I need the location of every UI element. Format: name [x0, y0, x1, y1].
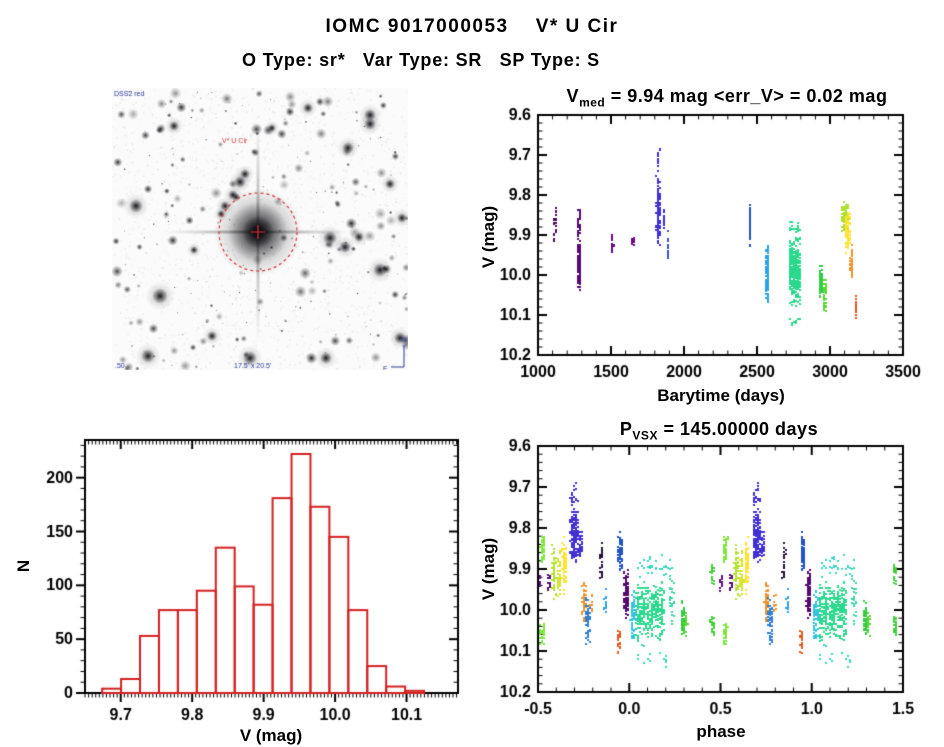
- histogram-y-axis-label: N: [14, 559, 33, 573]
- lightcurve-x-axis-label: Barytime (days): [657, 386, 785, 405]
- phase-curve-plot-canvas: [460, 418, 944, 747]
- lightcurve-plot-canvas: [460, 84, 944, 420]
- phase-curve-y-axis-label: V (mag): [479, 537, 498, 601]
- page-title: IOMC 9017000053 V* U Cir: [325, 16, 619, 37]
- phase-curve-x-axis-label: phase: [696, 722, 746, 741]
- page-subtitle: O Type: sr* Var Type: SR SP Type: S: [242, 50, 600, 70]
- lightcurve-y-axis-label: V (mag): [479, 205, 498, 269]
- magnitude-histogram-canvas: [20, 425, 480, 747]
- finding-chart-starfield-image: [112, 88, 408, 370]
- histogram-x-axis-label: V (mag): [239, 726, 303, 745]
